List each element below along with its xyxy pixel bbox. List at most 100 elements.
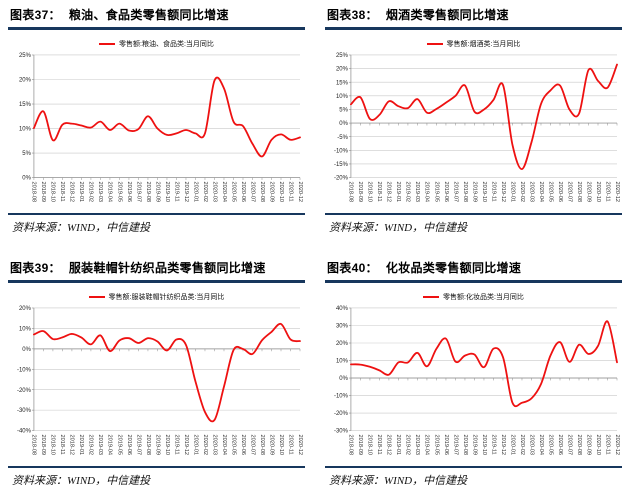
x-tick-label: 2019-01 xyxy=(395,435,401,455)
x-tick-label: 2020-06 xyxy=(557,182,563,202)
x-tick-label: 2020-03 xyxy=(528,182,534,202)
footer-divider xyxy=(325,213,622,216)
y-tick-label: 20% xyxy=(19,78,32,84)
x-tick-label: 2018-10 xyxy=(367,435,373,455)
y-tick-label: -20% xyxy=(334,176,349,182)
x-tick-label: 2020-06 xyxy=(557,435,563,455)
x-tick-label: 2019-09 xyxy=(154,435,160,455)
x-tick-label: 2019-07 xyxy=(452,182,458,202)
x-tick-label: 2020-05 xyxy=(547,435,553,455)
line-chart: 20% 10% 0% -10% -20% -30% -40%2018-08 2018-09 20… xyxy=(17,306,303,455)
y-tick-label: -20% xyxy=(334,411,349,417)
x-tick-label: 2020-05 xyxy=(230,435,236,455)
series-line xyxy=(350,63,618,170)
x-tick-label: 2019-08 xyxy=(462,182,468,202)
y-tick-label: -40% xyxy=(17,429,32,435)
source-note: 资料来源：WIND，中信建投 xyxy=(12,222,151,235)
x-tick-label: 2019-08 xyxy=(145,182,151,202)
x-tick-label: 2020-02 xyxy=(519,435,525,455)
y-tick-label: 15% xyxy=(336,80,349,86)
x-tick-label: 2019-02 xyxy=(405,435,411,455)
x-tick-label: 2020-02 xyxy=(202,182,208,202)
y-tick-label: -30% xyxy=(334,429,349,435)
y-tick-label: 0% xyxy=(22,176,31,182)
x-tick-label: 2019-06 xyxy=(126,182,132,202)
source-note: 资料来源：WIND，中信建投 xyxy=(329,222,468,235)
x-tick-label: 2018-12 xyxy=(386,435,392,455)
x-tick-label: 2019-02 xyxy=(88,182,94,202)
x-tick-label: 2020-10 xyxy=(278,435,284,455)
legend-label: 零售额:化妆品类:当月同比 xyxy=(443,293,524,301)
x-tick-label: 2019-11 xyxy=(490,435,496,455)
chart-panel-37: 图表37： 粮油、食品类零售额同比增速 零售额:粮油、食品类:当月同比 25% 20… xyxy=(8,5,305,242)
legend-line-marker xyxy=(99,42,116,45)
x-tick-label: 2019-09 xyxy=(471,435,477,455)
figure-number: 图表40： xyxy=(327,261,378,275)
figure-number: 图表37： xyxy=(10,8,61,22)
x-tick-label: 2019-01 xyxy=(395,182,401,202)
x-tick-label: 2018-08 xyxy=(31,435,37,455)
x-tick-label: 2019-05 xyxy=(433,435,439,455)
legend-label: 零售额:粮油、食品类:当月同比 xyxy=(119,40,214,48)
series-line xyxy=(33,76,301,158)
x-tick-label: 2019-10 xyxy=(481,182,487,202)
line-chart: 40% 30% 20% 10% 0% -10% -20% -30%2018-08 2018-09… xyxy=(334,306,620,455)
x-tick-label: 2019-06 xyxy=(443,435,449,455)
x-tick-label: 2020-02 xyxy=(202,435,208,455)
x-tick-label: 2019-03 xyxy=(414,435,420,455)
x-tick-label: 2019-05 xyxy=(116,182,122,202)
x-tick-label: 2020-04 xyxy=(221,182,227,202)
y-tick-label: 10% xyxy=(336,359,349,365)
chart-legend: 零售额:服装鞋帽针纺织品类:当月同比 xyxy=(8,290,305,303)
y-tick-label: 20% xyxy=(336,67,349,73)
y-tick-label: 0% xyxy=(22,347,31,353)
x-tick-label: 2020-01 xyxy=(192,435,198,455)
y-tick-label: -15% xyxy=(334,162,349,168)
x-tick-label: 2018-09 xyxy=(40,182,46,202)
y-tick-label: 30% xyxy=(336,324,349,330)
header-divider xyxy=(8,27,305,30)
y-tick-label: -5% xyxy=(337,135,348,141)
figure-header: 图表38： 烟酒类零售额同比增速 xyxy=(325,5,622,27)
legend-line-marker xyxy=(426,42,443,45)
x-tick-label: 2020-03 xyxy=(211,182,217,202)
y-tick-label: 20% xyxy=(336,341,349,347)
line-chart: 25%20%15%10%5%0%-5%-10%-15%-20%2018-08 20… xyxy=(334,53,620,202)
x-tick-label: 2019-05 xyxy=(116,435,122,455)
figure-title: 烟酒类零售额同比增速 xyxy=(385,8,509,22)
x-tick-label: 2019-03 xyxy=(414,182,420,202)
x-tick-label: 2019-03 xyxy=(97,435,103,455)
series-line xyxy=(350,320,618,408)
x-tick-label: 2020-08 xyxy=(259,182,265,202)
x-tick-label: 2020-05 xyxy=(547,182,553,202)
y-tick-label: -10% xyxy=(334,148,349,154)
x-tick-label: 2020-06 xyxy=(240,435,246,455)
x-tick-label: 2018-09 xyxy=(40,435,46,455)
x-tick-label: 2020-04 xyxy=(538,435,544,455)
x-tick-label: 2020-03 xyxy=(211,435,217,455)
x-tick-label: 2019-01 xyxy=(78,182,84,202)
x-tick-label: 2020-01 xyxy=(509,435,515,455)
figure-title: 化妆品类零售额同比增速 xyxy=(385,261,522,275)
x-tick-label: 2018-11 xyxy=(59,182,65,202)
x-tick-label: 2020-08 xyxy=(576,435,582,455)
y-tick-label: 5% xyxy=(339,108,348,114)
figure-header: 图表40： 化妆品类零售额同比增速 xyxy=(325,258,622,280)
footer-divider xyxy=(325,466,622,469)
x-tick-label: 2019-02 xyxy=(88,435,94,455)
x-tick-label: 2018-11 xyxy=(59,435,65,455)
x-tick-label: 2020-07 xyxy=(249,435,255,455)
x-tick-label: 2020-11 xyxy=(604,435,610,455)
header-divider xyxy=(325,27,622,30)
x-tick-label: 2019-02 xyxy=(405,182,411,202)
x-tick-label: 2018-10 xyxy=(50,435,56,455)
x-tick-label: 2019-09 xyxy=(154,182,160,202)
chart-legend: 零售额:化妆品类:当月同比 xyxy=(325,290,622,303)
x-tick-label: 2018-12 xyxy=(386,182,392,202)
x-tick-label: 2018-09 xyxy=(357,435,363,455)
x-tick-label: 2018-09 xyxy=(357,182,363,202)
x-tick-label: 2018-12 xyxy=(69,182,75,202)
line-chart: 25%20%15%10%5%0%2018-08 2018-09 2018-10 201… xyxy=(19,53,303,202)
x-tick-label: 2020-10 xyxy=(278,182,284,202)
figure-header: 图表37： 粮油、食品类零售额同比增速 xyxy=(8,5,305,27)
